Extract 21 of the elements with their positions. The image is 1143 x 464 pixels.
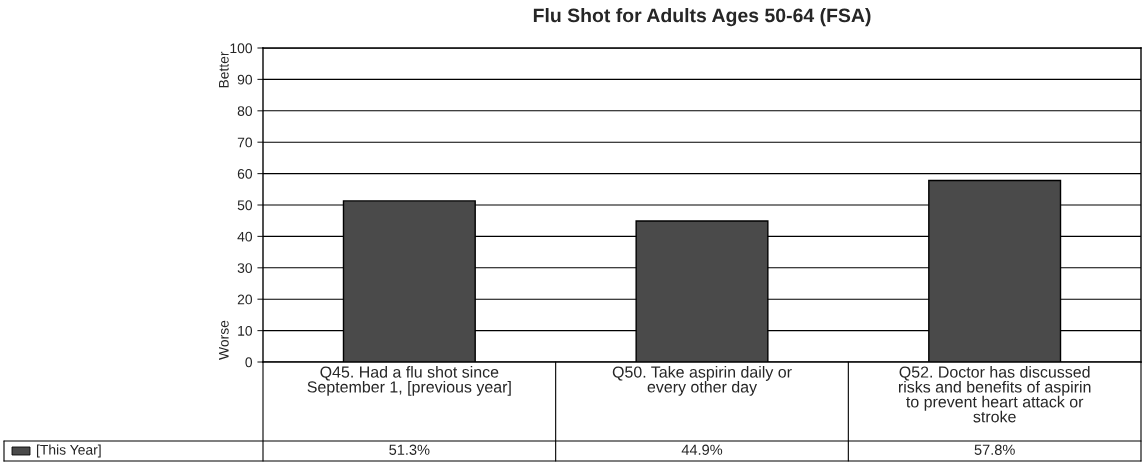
y-tick-label: 0	[245, 357, 253, 368]
text: Better	[219, 51, 229, 88]
data-label: 44.9%	[681, 444, 723, 455]
x-tick-label: Q52. Doctor has discussed risks and benefits of aspirin to prevent heart attack or stroke	[898, 366, 1091, 423]
y-tick-label: 60	[237, 168, 253, 179]
data-label: 57.8%	[974, 444, 1015, 455]
legend-label: [This Year]	[36, 444, 101, 458]
text: Worse	[219, 320, 229, 360]
y-tick-label: 50	[237, 200, 253, 211]
x-tick-label: Q45. Had a flu shot since September 1, [previous year]	[307, 366, 511, 396]
y-tick-label: 70	[237, 137, 253, 148]
y-tick-label: 40	[237, 231, 253, 242]
y-tick-label: 10	[238, 325, 253, 336]
data-label: 51.3%	[389, 444, 430, 455]
x-tick-label: Q50. Take aspirin daily or every other day	[612, 366, 792, 396]
y-tick-label: 30	[237, 263, 253, 273]
y-tick-label: 100	[230, 43, 253, 54]
y-tick-label: 90	[237, 74, 253, 85]
y-tick-label: 20	[237, 294, 253, 305]
y-tick-label: 80	[237, 106, 253, 116]
chart-title: Flu Shot for Adults Ages 50-64 (FSA)	[533, 8, 871, 27]
